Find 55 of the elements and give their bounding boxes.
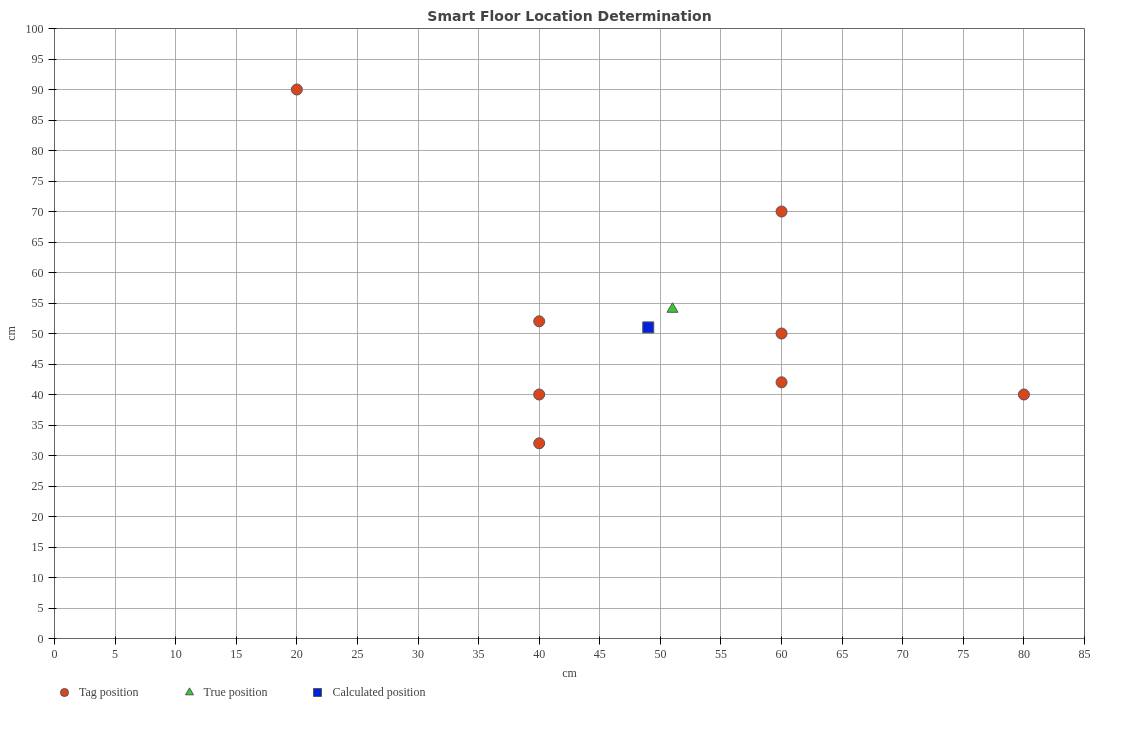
y-tick-label: 5 [37,601,44,615]
y-tick-label: 60 [31,265,44,280]
x-tick-label: 20 [290,646,303,661]
y-tick-label: 35 [31,418,44,432]
x-tick-label: 5 [112,646,119,661]
x-tick-label: 0 [51,646,58,661]
x-tick-label: 30 [412,646,425,661]
y-tick-label: 95 [31,52,44,66]
point [533,388,546,401]
point [1017,388,1030,401]
y-tick-label: 25 [31,479,44,493]
point [775,205,788,218]
y-tick-label: 100 [25,21,44,36]
x-tick-label: 40 [533,646,546,661]
x-tick-label: 15 [230,646,243,661]
y-tick-label: 65 [31,235,44,249]
y-tick-label: 50 [31,326,44,341]
point [533,315,546,328]
legend-label: Tag position [79,684,139,700]
legend-label: True position [203,684,268,700]
x-tick-label: 10 [169,646,182,661]
x-axis-title: cm [562,665,578,680]
x-tick-label: 80 [1017,646,1030,661]
y-tick-label: 40 [31,387,44,402]
y-tick-label: 0 [37,631,44,646]
y-tick-label: 10 [31,570,44,585]
x-tick-label: 75 [957,646,970,661]
y-tick-label: 80 [31,143,44,158]
x-tick-label: 85 [1078,646,1091,661]
y-tick-label: 90 [31,82,44,97]
chart-title: Smart Floor Location Determination [427,7,712,24]
point [642,321,655,334]
y-tick-label: 85 [31,113,44,127]
x-tick-label: 70 [896,646,909,661]
y-tick-label: 55 [31,296,44,310]
y-tick-label: 15 [31,540,44,554]
y-axis-title: cm [3,325,18,341]
point [290,83,303,96]
x-tick-label: 25 [351,646,364,661]
legend-label: Calculated position [332,684,426,700]
y-tick-label: 20 [31,509,44,524]
y-tick-label: 70 [31,204,44,219]
x-tick-label: 45 [593,646,606,661]
point [775,327,788,340]
point [666,302,679,313]
point [775,376,788,389]
point [533,437,546,450]
y-tick-label: 30 [31,448,44,463]
y-tick-label: 45 [31,357,44,371]
x-tick-label: 55 [714,646,727,661]
x-tick-label: 50 [654,646,667,661]
x-tick-label: 65 [836,646,849,661]
x-tick-label: 35 [472,646,485,661]
x-tick-label: 60 [775,646,788,661]
y-tick-label: 75 [31,174,44,188]
